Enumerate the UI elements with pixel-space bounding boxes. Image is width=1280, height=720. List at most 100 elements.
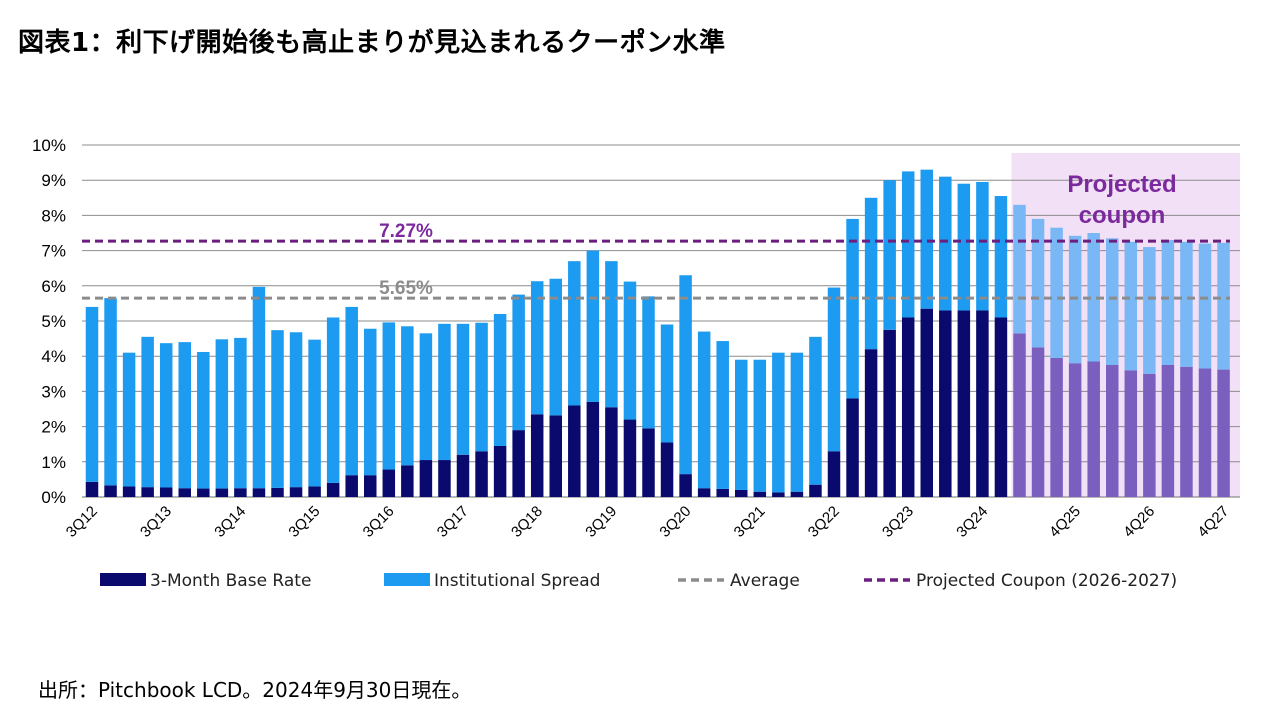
legend-label: Projected Coupon (2026-2027) [916, 571, 1177, 591]
bar-institutional-spread [901, 171, 915, 318]
bar-institutional-spread [252, 286, 266, 489]
bar-institutional-spread [456, 323, 470, 455]
bar-base-rate [419, 460, 433, 497]
x-tick-label: 3Q16 [360, 503, 398, 541]
bar-institutional-spread [122, 352, 136, 487]
bar-institutional-spread [1013, 204, 1026, 334]
bar-base-rate [122, 486, 136, 497]
bar-institutional-spread [1050, 227, 1063, 358]
bar-institutional-spread [1143, 247, 1156, 374]
bar-institutional-spread [939, 176, 952, 311]
x-tick-label: 3Q15 [285, 503, 323, 541]
bar-institutional-spread [308, 339, 321, 487]
bar-base-rate [178, 488, 191, 497]
bar-base-rate [568, 405, 581, 497]
x-tick-label: 3Q24 [953, 503, 991, 541]
bar-institutional-spread [920, 169, 933, 309]
bar-base-rate [159, 487, 173, 497]
bar-base-rate [271, 487, 284, 497]
legend-label: 3-Month Base Rate [150, 571, 311, 591]
y-tick-label: 6% [41, 277, 66, 296]
bar-base-rate [364, 475, 377, 497]
projected-coupon-box-label: coupon [1079, 202, 1166, 229]
bar-base-rate [901, 317, 915, 497]
bar-institutional-spread [197, 351, 210, 489]
y-tick-label: 10% [32, 136, 66, 155]
bar-base-rate [772, 492, 785, 497]
bar-base-rate [493, 445, 507, 497]
bar-institutional-spread [1161, 240, 1175, 365]
bar-base-rate [345, 475, 358, 497]
y-tick-label: 7% [41, 242, 66, 261]
source-note: 出所：Pitchbook LCD。2024年9月30日現在。 [38, 678, 472, 702]
bar-base-rate [716, 488, 729, 497]
x-tick-label: 3Q22 [805, 503, 843, 541]
bar-base-rate [994, 317, 1008, 497]
x-tick-label: 3Q18 [508, 503, 546, 541]
bar-institutional-spread [159, 343, 173, 488]
bar-base-rate [549, 415, 562, 497]
bar-base-rate [846, 398, 859, 497]
bar-base-rate [1031, 347, 1045, 497]
bar-institutional-spread [697, 331, 711, 489]
bar-institutional-spread [568, 261, 581, 406]
bar-base-rate [586, 401, 600, 497]
bar-base-rate [308, 486, 321, 497]
bar-base-rate [753, 491, 767, 497]
bar-base-rate [939, 310, 952, 497]
bar-institutional-spread [289, 332, 303, 488]
bar-base-rate [1161, 365, 1175, 497]
average-label: 5.65% [379, 278, 433, 299]
bar-institutional-spread [493, 313, 507, 446]
bar-institutional-spread [1198, 243, 1212, 369]
bar-institutional-spread [178, 342, 191, 489]
y-tick-label: 5% [41, 312, 66, 331]
bar-institutional-spread [1106, 238, 1119, 365]
bar-institutional-spread [1124, 241, 1138, 371]
bar-base-rate [438, 460, 451, 497]
bar-base-rate [827, 451, 841, 497]
bar-institutional-spread [735, 359, 748, 490]
bar-institutional-spread [215, 339, 229, 489]
x-tick-label: 3Q13 [137, 503, 175, 541]
bar-institutional-spread [586, 250, 600, 402]
bar-institutional-spread [864, 197, 878, 350]
bar-institutional-spread [1087, 233, 1100, 362]
bar-base-rate [401, 465, 414, 497]
bar-institutional-spread [438, 323, 451, 461]
bar-institutional-spread [85, 306, 99, 482]
bar-base-rate [475, 451, 488, 497]
bar-institutional-spread [827, 287, 841, 452]
y-tick-label: 3% [41, 382, 66, 401]
bar-institutional-spread [994, 196, 1008, 318]
bar-institutional-spread [530, 281, 544, 415]
bar-base-rate [512, 430, 525, 497]
bar-institutional-spread [401, 326, 414, 466]
y-tick-label: 9% [41, 171, 66, 190]
y-tick-label: 2% [41, 418, 66, 437]
bar-base-rate [289, 487, 303, 497]
bar-base-rate [1013, 333, 1026, 497]
bar-base-rate [957, 310, 971, 497]
bar-base-rate [215, 488, 229, 497]
bar-base-rate [1106, 365, 1119, 497]
bar-base-rate [864, 349, 878, 497]
bar-institutional-spread [419, 333, 433, 461]
x-tick-label: 3Q14 [211, 503, 249, 541]
bar-base-rate [660, 442, 674, 497]
bar-institutional-spread [846, 218, 859, 399]
projected-coupon-label: 7.27% [379, 221, 433, 242]
bar-base-rate [735, 489, 748, 497]
x-tick-label: 3Q23 [879, 503, 917, 541]
bar-institutional-spread [605, 261, 618, 408]
y-tick-label: 8% [41, 206, 66, 225]
bar-base-rate [104, 485, 117, 497]
bar-base-rate [1217, 369, 1230, 497]
bar-base-rate [1198, 368, 1212, 497]
bar-institutional-spread [512, 294, 525, 431]
bar-base-rate [697, 488, 711, 497]
bar-base-rate [642, 428, 655, 497]
bar-base-rate [790, 491, 804, 497]
x-tick-label: 3Q12 [63, 503, 101, 541]
